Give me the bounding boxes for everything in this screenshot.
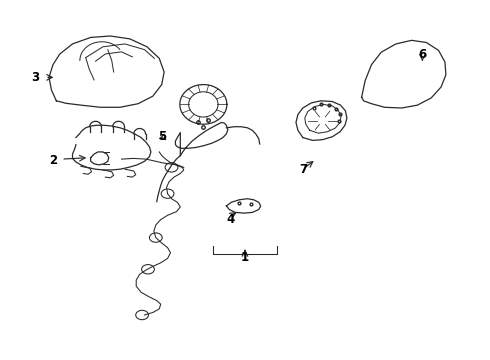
Text: 7: 7: [299, 163, 307, 176]
Text: 2: 2: [49, 154, 57, 167]
Text: 6: 6: [418, 48, 426, 60]
Text: 3: 3: [31, 71, 39, 84]
Text: 1: 1: [241, 251, 249, 264]
Text: 5: 5: [158, 130, 166, 143]
Text: 4: 4: [226, 213, 234, 226]
